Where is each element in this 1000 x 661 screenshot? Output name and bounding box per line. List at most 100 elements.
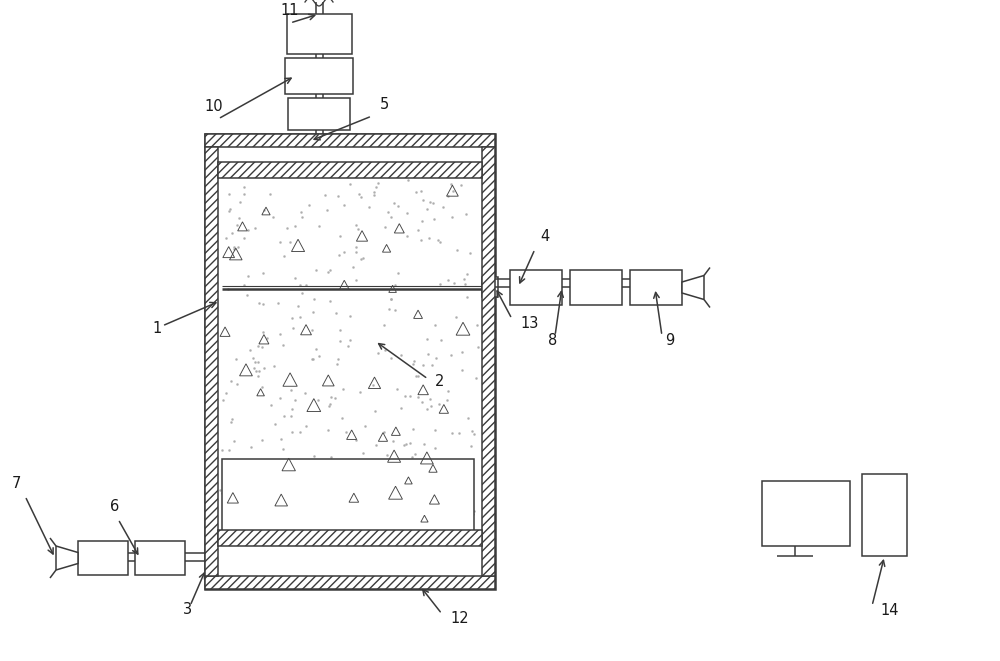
Bar [762,481,850,546]
Point [368,520,384,531]
Point [305,307,321,318]
Point [308,343,324,354]
Point [445,476,461,486]
Point [250,357,266,368]
Bar [482,147,495,576]
Point [452,471,468,481]
Text: 7: 7 [12,476,21,491]
Point [290,301,306,311]
Point [272,393,288,403]
Point [399,231,415,241]
Point [398,439,414,449]
Point [297,467,313,477]
Point [405,424,421,435]
Point [468,373,484,383]
Point [330,191,346,202]
Point [289,469,305,479]
Point [459,292,475,302]
Point [365,379,381,390]
Text: 14: 14 [880,603,899,618]
Point [311,350,327,361]
Point [440,386,456,397]
Point [396,440,412,451]
Point [408,496,424,506]
Point [238,461,254,471]
Point [345,262,361,272]
Point [437,479,453,490]
Text: 3: 3 [183,602,192,617]
Point [358,480,374,490]
Point [470,342,486,352]
Point [380,206,396,217]
Point [376,320,392,330]
Point [284,403,300,414]
Point [329,359,345,369]
Point [432,237,448,247]
Point [336,247,352,257]
Point [317,190,333,201]
Point [283,385,299,396]
Point [410,392,426,403]
Point [427,425,443,436]
Text: 10: 10 [204,99,223,114]
Point [330,354,346,364]
Point [427,443,443,453]
Point [342,335,358,346]
Point [462,248,478,258]
Point [226,241,242,252]
Point [404,451,420,462]
Point [448,312,464,323]
Point [366,187,382,198]
Point [298,421,314,432]
Point [254,342,270,353]
Point [214,445,230,455]
Point [273,434,289,444]
Point [446,278,462,288]
Point [393,403,409,413]
Point [387,478,403,488]
Point [335,383,351,394]
Bar [222,459,474,531]
Point [250,341,266,352]
Point [236,233,252,243]
Point [370,178,386,188]
Point [265,212,281,223]
Point [326,521,342,531]
Bar [205,576,495,589]
Point [425,198,441,208]
Point [376,426,392,437]
Bar [218,162,482,178]
Point [348,275,364,286]
Point [319,205,335,215]
Point [348,435,364,446]
Point [254,381,270,392]
Bar [135,541,185,575]
Text: 9: 9 [665,333,674,348]
Bar [285,58,353,94]
Point [276,251,292,262]
Point [292,311,308,322]
Point [413,185,429,196]
Point [402,391,418,401]
Point [243,505,259,516]
Point [287,273,303,284]
Text: 4: 4 [540,229,549,244]
Text: 5: 5 [380,97,389,112]
Point [414,216,430,227]
Point [224,413,240,424]
Point [401,484,417,494]
Point [228,354,244,364]
Point [292,280,308,290]
Point [285,323,301,333]
Point [367,520,383,530]
Point [381,303,397,314]
Point [402,438,418,448]
Point [214,488,230,499]
Point [348,486,364,497]
Point [405,358,421,369]
Point [342,178,358,189]
Point [393,350,409,360]
Point [294,212,310,222]
Point [361,202,377,213]
Point [308,265,324,276]
